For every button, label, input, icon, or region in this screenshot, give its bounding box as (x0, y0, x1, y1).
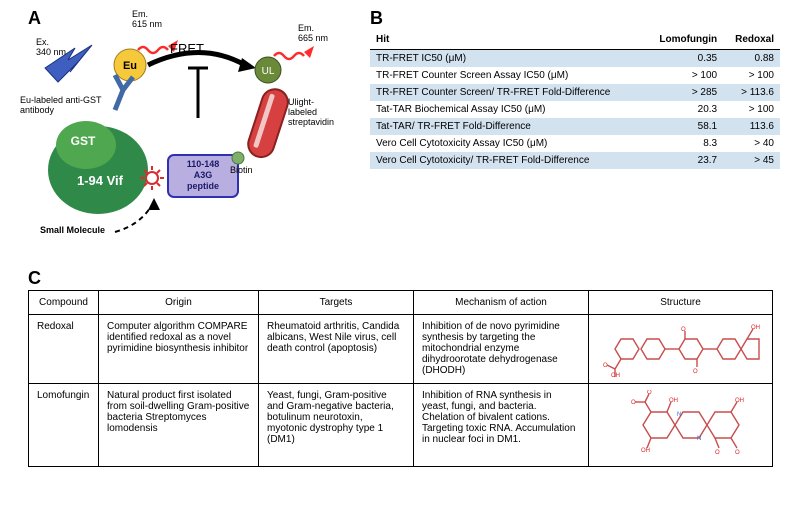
svg-text:OH: OH (735, 398, 744, 404)
svg-text:N: N (677, 412, 681, 418)
hit-row-label: TR-FRET IC50 (μM) (370, 50, 645, 68)
svg-text:N: N (697, 436, 701, 442)
svg-text:OH: OH (751, 325, 760, 331)
hit-row-lomo: 0.35 (645, 50, 723, 68)
hit-row-lomo: 58.1 (645, 118, 723, 135)
emission-wave-665 (274, 53, 304, 59)
hit-row-red: > 100 (723, 67, 780, 84)
em1-label: Em.615 nm (132, 10, 162, 30)
hit-row-lomo: 8.3 (645, 135, 723, 152)
hit-th-1: Lomofungin (645, 30, 723, 50)
compound-table: Compound Origin Targets Mechanism of act… (28, 290, 773, 467)
hit-row-lomo: > 100 (645, 67, 723, 84)
svg-text:110-148: 110-148 (187, 159, 220, 169)
vif-text: 1-94 Vif (77, 173, 124, 188)
fret-label: FRET (170, 42, 204, 56)
streptavidin-capsule (245, 86, 291, 161)
hit-row-lomo: 23.7 (645, 152, 723, 169)
hit-row-label: Vero Cell Cytotoxicity/ TR-FRET Fold-Dif… (370, 152, 645, 169)
svg-text:A3G: A3G (194, 170, 213, 180)
svg-text:peptide: peptide (187, 181, 219, 191)
svg-text:O: O (681, 327, 686, 333)
compound-structure-cell: OOH OO OH (589, 315, 773, 384)
small-mol-label: Small Molecule (40, 226, 105, 236)
cmp-th-2: Targets (259, 291, 414, 315)
biotin-dot (232, 152, 244, 164)
compound-targets-cell: Yeast, fungi, Gram-positive and Gram-neg… (259, 384, 414, 467)
hit-table-row: Vero Cell Cytotoxicity Assay IC50 (μM)8.… (370, 135, 780, 152)
svg-text:OH: OH (669, 398, 678, 404)
panel-b-table-container: Hit Lomofungin Redoxal TR-FRET IC50 (μM)… (370, 30, 780, 169)
panel-a-diagram: Eu UL GST 1-94 Vif 110-148 A3G peptide E… (20, 10, 340, 250)
hit-row-label: Tat-TAR Biochemical Assay IC50 (μM) (370, 101, 645, 118)
compound-origin-cell: Natural product first isolated from soil… (99, 384, 259, 467)
hit-table: Hit Lomofungin Redoxal TR-FRET IC50 (μM)… (370, 30, 780, 169)
svg-text:O: O (631, 400, 636, 406)
svg-text:OH: OH (611, 373, 620, 377)
antibody-label: Eu-labeled anti-GSTantibody (20, 96, 102, 116)
compound-name-cell: Lomofungin (29, 384, 99, 467)
ex-label: Ex.340 nm (36, 38, 66, 58)
hit-table-row: TR-FRET Counter Screen/ TR-FRET Fold-Dif… (370, 84, 780, 101)
hit-table-row: TR-FRET IC50 (μM)0.350.88 (370, 50, 780, 68)
hit-row-red: > 100 (723, 101, 780, 118)
hit-row-label: TR-FRET Counter Screen Assay IC50 (μM) (370, 67, 645, 84)
em2-label: Em.665 nm (298, 24, 328, 44)
compound-header-row: Compound Origin Targets Mechanism of act… (29, 291, 773, 315)
compound-targets-cell: Rheumatoid arthritis, Candida albicans, … (259, 315, 414, 384)
gst-vif-blob (48, 121, 148, 214)
hit-table-row: TR-FRET Counter Screen Assay IC50 (μM)> … (370, 67, 780, 84)
hit-table-row: Tat-TAR Biochemical Assay IC50 (μM)20.3>… (370, 101, 780, 118)
cmp-th-0: Compound (29, 291, 99, 315)
biotin-label: Biotin (230, 166, 253, 176)
hit-row-red: 0.88 (723, 50, 780, 68)
hit-row-lomo: > 285 (645, 84, 723, 101)
emission-wave-615 (138, 47, 168, 53)
compound-structure-cell: O O OH OH OH O O N N (589, 384, 773, 467)
panel-c-label: C (28, 268, 41, 289)
hit-row-lomo: 20.3 (645, 101, 723, 118)
hit-table-row: Vero Cell Cytotoxicity/ TR-FRET Fold-Dif… (370, 152, 780, 169)
hit-row-label: TR-FRET Counter Screen/ TR-FRET Fold-Dif… (370, 84, 645, 101)
hit-row-label: Vero Cell Cytotoxicity Assay IC50 (μM) (370, 135, 645, 152)
svg-text:OH: OH (641, 448, 650, 454)
ul-text: UL (262, 66, 275, 77)
svg-text:O: O (715, 450, 720, 456)
hit-table-header-row: Hit Lomofungin Redoxal (370, 30, 780, 50)
compound-origin-cell: Computer algorithm COMPARE identified re… (99, 315, 259, 384)
hit-row-label: Tat-TAR/ TR-FRET Fold-Difference (370, 118, 645, 135)
hit-th-0: Hit (370, 30, 645, 50)
strept-label: Ulight-labeledstreptavidin (288, 98, 340, 128)
cmp-th-4: Structure (589, 291, 773, 315)
compound-moa-cell: Inhibition of RNA synthesis in yeast, fu… (414, 384, 589, 467)
hit-row-red: 113.6 (723, 118, 780, 135)
compound-name-cell: Redoxal (29, 315, 99, 384)
hit-row-red: > 45 (723, 152, 780, 169)
compound-table-row: RedoxalComputer algorithm COMPARE identi… (29, 315, 773, 384)
hit-table-row: Tat-TAR/ TR-FRET Fold-Difference58.1113.… (370, 118, 780, 135)
svg-text:O: O (603, 363, 608, 369)
hit-row-red: > 113.6 (723, 84, 780, 101)
compound-moa-cell: Inhibition of de novo pyrimidine synthes… (414, 315, 589, 384)
eu-text: Eu (123, 60, 137, 72)
svg-text:O: O (693, 369, 698, 375)
hit-row-red: > 40 (723, 135, 780, 152)
cmp-th-1: Origin (99, 291, 259, 315)
gst-text: GST (71, 134, 96, 148)
redoxal-structure-icon: OOH OO OH (601, 321, 761, 377)
lomofungin-structure-icon: O O OH OH OH O O N N (611, 390, 751, 460)
cmp-th-3: Mechanism of action (414, 291, 589, 315)
hit-th-2: Redoxal (723, 30, 780, 50)
panel-c-table-container: Compound Origin Targets Mechanism of act… (28, 290, 772, 467)
compound-table-row: LomofunginNatural product first isolated… (29, 384, 773, 467)
panel-b-label: B (370, 8, 383, 29)
svg-text:O: O (735, 450, 740, 456)
svg-text:O: O (647, 390, 652, 396)
